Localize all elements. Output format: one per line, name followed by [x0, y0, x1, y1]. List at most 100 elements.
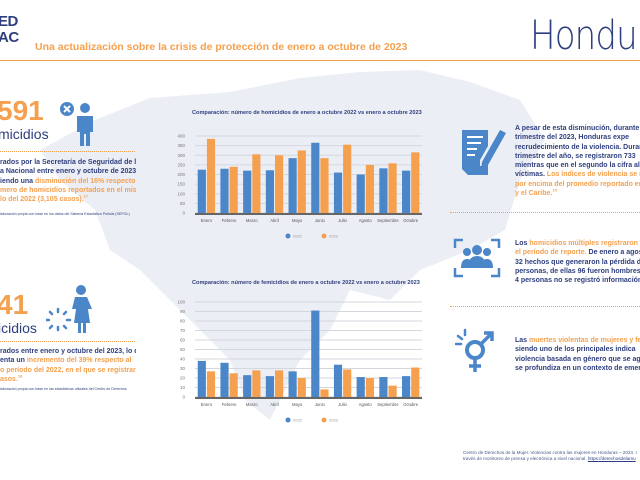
text-line: rados por la Secretaría de Seguridad de …: [0, 158, 136, 167]
x-tick-label: Abril: [270, 402, 278, 407]
bar-2022-mayo: [288, 158, 297, 213]
body-text: enta un: [0, 357, 27, 365]
bar-2023-mayo: [297, 378, 306, 397]
bar-2022-octubre: [402, 376, 411, 397]
legend-label: 2023: [329, 418, 339, 423]
text-line: 32 hechos que generaron la pérdida de la: [515, 258, 640, 267]
bar-2023-octubre: [411, 367, 420, 397]
bar-2022-febrero: [220, 362, 229, 397]
y-tick-label: 70: [180, 328, 186, 333]
legend-marker: [321, 417, 327, 423]
highlight-text: asos.: [0, 375, 18, 383]
bar-2022-abril: [265, 170, 274, 213]
highlight-text: o período del 2022, en el que se registr…: [0, 366, 136, 374]
bar-2023-septiembre: [388, 385, 397, 397]
bar-2023-octubre: [411, 152, 420, 213]
x-tick-label: Agosto: [359, 218, 373, 223]
chart-femicides: 0 10 20 30 40 50 60 70 80 90 100 Enero Febrero Marzo A…: [177, 300, 422, 423]
body-text: iendo una: [0, 177, 35, 185]
text-line: siendo uno de los principales indica: [515, 345, 640, 354]
body-text: trimestre del 2023, Honduras expe: [515, 134, 629, 142]
x-tick-label: Septiembre: [377, 218, 399, 223]
x-tick-label: Octubre: [403, 218, 419, 223]
bar-2022-agosto: [356, 174, 365, 213]
legend-marker: [321, 233, 327, 239]
footnote-ref: 18: [17, 373, 23, 379]
bar-2022-marzo: [243, 170, 252, 213]
y-tick-label: 0: [182, 211, 185, 216]
text-line: víctimas. Los índices de violencia se ma: [515, 170, 640, 179]
body-text: Los: [515, 240, 530, 247]
x-tick-label: Junio: [315, 402, 326, 407]
bar-2022-septiembre: [379, 168, 388, 213]
chart-femicides-title: Comparación: número de femicidios de ene…: [192, 280, 420, 286]
text-line: iendo una disminución del 16% respecto: [0, 177, 136, 186]
x-tick-label: Septiembre: [377, 402, 399, 407]
text-line: mientras que en el segundo la cifra alca: [515, 161, 640, 170]
multiple-homicides-text: Los homicidios múltiples registraron un …: [515, 239, 640, 285]
text-line: el período de reporte. De enero a agosto…: [515, 248, 640, 257]
divider: [450, 306, 640, 307]
y-tick-label: 50: [180, 201, 186, 206]
text-line: se profundiza en un contexto de emergen: [515, 364, 640, 373]
divider: [0, 341, 135, 342]
gender-icon: [455, 328, 494, 372]
bar-2022-abril: [265, 376, 274, 397]
body-text: A pesar de esta disminución, durante: [515, 125, 640, 132]
text-line: mero de homicidios reportados en el mism…: [0, 186, 136, 195]
highlight-text: y el Caribe.: [515, 190, 553, 198]
bar-2022-enero: [197, 360, 206, 397]
homicide-count: 591: [0, 95, 44, 126]
highlight-text: disminución del 16% respecto: [35, 177, 136, 185]
bar-2023-abril: [274, 155, 284, 213]
femicide-description: rados entre enero y octubre del 2023, lo…: [0, 347, 136, 384]
text-line: o período del 2022, en el que se registr…: [0, 366, 136, 375]
source-link[interactable]: https://derechosdelamu: [587, 456, 636, 461]
text-line: enta un incremento del 39% respecto al: [0, 356, 136, 365]
bar-2022-octubre: [402, 170, 411, 213]
legend-label: 2022: [293, 234, 303, 239]
bar-2023-febrero: [229, 166, 238, 213]
country-title: Hondur: [530, 13, 640, 59]
bar-2022-junio: [311, 142, 320, 213]
y-tick-label: 40: [180, 357, 186, 362]
text-line: por encima del promedio reportado en L: [515, 180, 640, 189]
x-tick-label: Junio: [315, 218, 326, 223]
x-tick-label: Agosto: [359, 402, 373, 407]
x-tick-label: Julio: [338, 402, 347, 407]
bar-2022-febrero: [220, 168, 229, 213]
x-tick-label: Febrero: [222, 218, 237, 223]
x-tick-label: Octubre: [403, 402, 419, 407]
subtitle: Una actualización sobre la crisis de pro…: [35, 41, 408, 53]
bar-2022-marzo: [243, 375, 252, 397]
bar-2023-septiembre: [388, 163, 397, 213]
body-text: Las: [515, 337, 530, 344]
y-tick-label: 200: [177, 172, 185, 177]
legend-marker: [285, 417, 291, 423]
footnote-ref: 15: [552, 187, 557, 193]
text-line: trimestre del 2023, Honduras expe: [515, 133, 640, 142]
body-text: trimestre del año, se registraron 733: [515, 152, 636, 160]
bar-2023-agosto: [365, 164, 374, 213]
bar-2023-julio: [343, 369, 352, 397]
body-text: recrudecimiento de la violencia. Duran: [515, 143, 640, 151]
y-tick-label: 300: [177, 153, 185, 158]
bar-2022-mayo: [288, 371, 297, 397]
y-tick-label: 20: [180, 376, 186, 381]
divider: [0, 151, 135, 152]
x-tick-label: Febrero: [222, 402, 237, 407]
legend-label: 2023: [329, 234, 339, 239]
highlight-text: por encima del promedio reportado en L: [515, 180, 640, 188]
body-text: personas, de ellas 96 fueron hombres, 70: [515, 267, 640, 275]
header-divider: [0, 60, 640, 61]
bar-2022-julio: [333, 364, 343, 397]
x-tick-label: Enero: [201, 218, 213, 223]
y-tick-label: 100: [177, 191, 185, 196]
x-tick-label: Julio: [338, 218, 347, 223]
text-line: rados entre enero y octubre del 2023, lo…: [0, 347, 136, 356]
body-text: 32 hechos que generaron la pérdida de la: [515, 258, 640, 266]
text-line: trimestre del año, se registraron 733: [515, 152, 640, 161]
femicide-label: icidios: [0, 320, 37, 336]
highlight-text: muertes violentas de mujeres y femi: [529, 337, 640, 344]
logo: ED AC: [0, 13, 19, 46]
